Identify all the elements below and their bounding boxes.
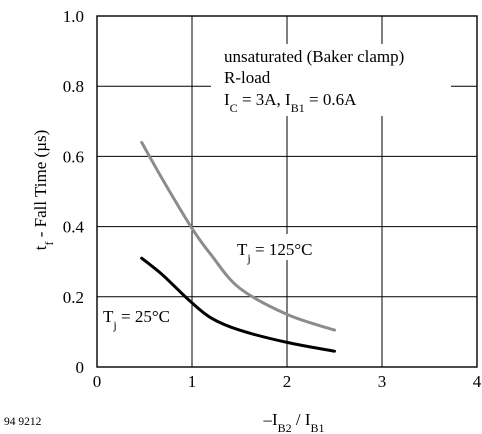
y-tick-label-4: 0.8 [63, 77, 84, 96]
label-125-background [231, 234, 331, 260]
label-25-background [99, 304, 185, 334]
x-tick-labels: 0 1 2 3 4 [93, 372, 482, 391]
y-tick-label-3: 0.6 [63, 147, 84, 166]
x-tick-label-1: 1 [188, 372, 197, 391]
y-tick-label-2: 0.4 [63, 218, 85, 237]
plot-frame [96, 15, 478, 368]
series-group [140, 140, 336, 353]
series-line-0 [140, 140, 336, 332]
annotation-line-2: R-load [224, 68, 271, 87]
y-axis-label: tf - Fall Time (µs) [31, 130, 56, 251]
y-tick-labels: 0 0.2 0.4 0.6 0.8 1.0 [63, 7, 85, 377]
x-tick-label-3: 3 [378, 372, 387, 391]
figure-code: 94 9212 [4, 416, 42, 428]
x-axis-label: –IB2 / IB1 [262, 410, 324, 434]
series-label-25: Tj = 25°C [103, 307, 170, 332]
series-line-1 [140, 256, 336, 353]
x-tick-label-2: 2 [283, 372, 292, 391]
series-label-125: Tj = 125°C [237, 240, 312, 265]
annotation-background [211, 44, 451, 116]
annotation-line-3: IC = 3A, IB1 = 0.6A [224, 90, 357, 115]
x-tick-label-0: 0 [93, 372, 102, 391]
y-tick-label-0: 0 [76, 358, 85, 377]
x-tick-label-4: 4 [473, 372, 482, 391]
y-tick-label-1: 0.2 [63, 288, 84, 307]
y-tick-label-5: 1.0 [63, 7, 84, 26]
annotation-line-1: unsaturated (Baker clamp) [224, 47, 404, 66]
